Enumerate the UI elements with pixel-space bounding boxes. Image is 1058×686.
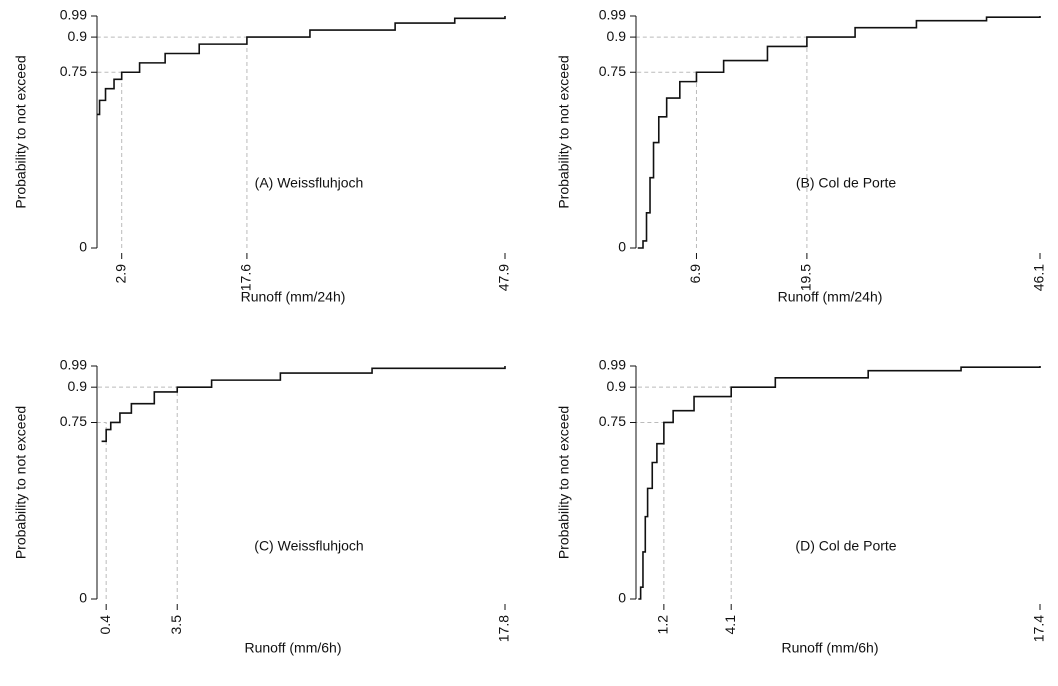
y-tick-label: 0.9	[68, 28, 88, 44]
x-tick-label: 19.5	[798, 264, 814, 291]
y-tick-label: 0.99	[599, 357, 626, 373]
y-tick-label: 0.9	[607, 378, 627, 394]
y-tick-label: 0.9	[607, 28, 627, 44]
quantile-guide	[636, 386, 732, 599]
x-tick-label: 17.8	[496, 615, 512, 642]
y-tick-label: 0.99	[60, 357, 87, 373]
y-tick-label: 0.75	[60, 63, 87, 79]
x-axis-label: Runoff (mm/6h)	[245, 640, 342, 656]
x-axis-label: Runoff (mm/24h)	[778, 289, 883, 305]
quantile-guide	[97, 421, 107, 599]
x-tick-label: 46.1	[1031, 264, 1047, 291]
panel-annotation: (B) Col de Porte	[796, 175, 897, 191]
y-tick-label: 0.75	[599, 63, 626, 79]
ecdf-curve	[637, 16, 1041, 249]
y-tick-label: 0.75	[60, 413, 87, 429]
y-tick-label: 0.75	[599, 413, 626, 429]
y-axis-label: Probability to not exceed	[556, 55, 572, 208]
quantile-guide	[97, 71, 123, 248]
quantile-guide	[636, 421, 665, 599]
ecdf-curve	[638, 366, 1041, 600]
x-tick-label: 17.4	[1031, 615, 1047, 642]
y-axis-label: Probability to not exceed	[556, 406, 572, 559]
x-tick-label: 17.6	[238, 264, 254, 291]
x-axis-label: Runoff (mm/6h)	[782, 640, 879, 656]
y-tick-label: 0	[79, 590, 87, 606]
x-axis-label: Runoff (mm/24h)	[241, 289, 346, 305]
panel-annotation: (A) Weissfluhjoch	[255, 175, 364, 191]
y-tick-label: 0	[618, 590, 626, 606]
quantile-guide	[636, 36, 808, 248]
quantile-guide	[97, 386, 178, 599]
x-tick-label: 4.1	[722, 615, 738, 635]
y-axis-label: Probability to not exceed	[13, 55, 29, 208]
y-tick-label: 0.9	[68, 378, 88, 394]
x-tick-label: 6.9	[687, 264, 703, 284]
x-tick-label: 47.9	[496, 264, 512, 291]
ecdf-curve	[97, 16, 506, 116]
y-tick-label: 0.99	[599, 7, 626, 23]
x-tick-label: 3.5	[168, 615, 184, 635]
y-axis-label: Probability to not exceed	[13, 406, 29, 559]
x-tick-label: 1.2	[655, 615, 671, 635]
x-tick-label: 2.9	[112, 264, 128, 284]
y-tick-label: 0	[79, 239, 87, 255]
x-tick-label: 0.4	[97, 615, 113, 635]
y-tick-label: 0	[618, 239, 626, 255]
y-tick-label: 0.99	[60, 7, 87, 23]
panel-annotation: (C) Weissfluhjoch	[254, 538, 363, 554]
ecdf-curve	[101, 366, 506, 443]
quantile-guide	[97, 36, 248, 248]
panel-annotation: (D) Col de Porte	[795, 538, 896, 554]
